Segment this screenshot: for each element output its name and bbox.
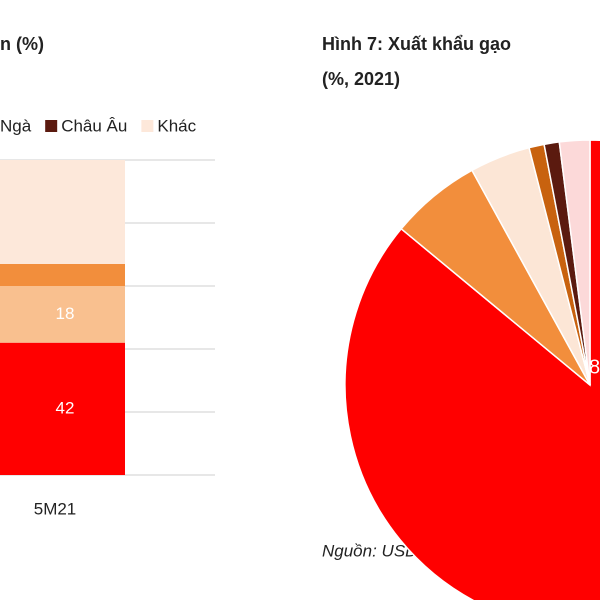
data-label: 42 <box>56 398 75 417</box>
pie-slice <box>344 139 600 600</box>
legend-label: Châu Âu <box>61 116 127 135</box>
chart-subtitle: (%, 2021) <box>322 69 400 89</box>
bar-segment <box>0 160 125 264</box>
legend-label: Ngà <box>0 116 32 135</box>
legend-marker <box>141 120 154 132</box>
pie-slice <box>558 139 591 386</box>
source: Nguồn: USDA <box>322 541 429 560</box>
data-label: 86 <box>589 356 600 378</box>
x-tick-label: 5M21 <box>34 499 77 518</box>
legend-marker <box>45 120 58 132</box>
bar-segment <box>0 286 125 343</box>
legend-label: Khác <box>157 116 196 135</box>
bar-segment <box>0 342 125 475</box>
chart-title: n (%) <box>0 34 44 54</box>
chart-title: Hình 7: Xuất khẩu gạo <box>322 34 511 54</box>
bar-segment <box>0 263 125 286</box>
data-label: 18 <box>56 304 75 323</box>
